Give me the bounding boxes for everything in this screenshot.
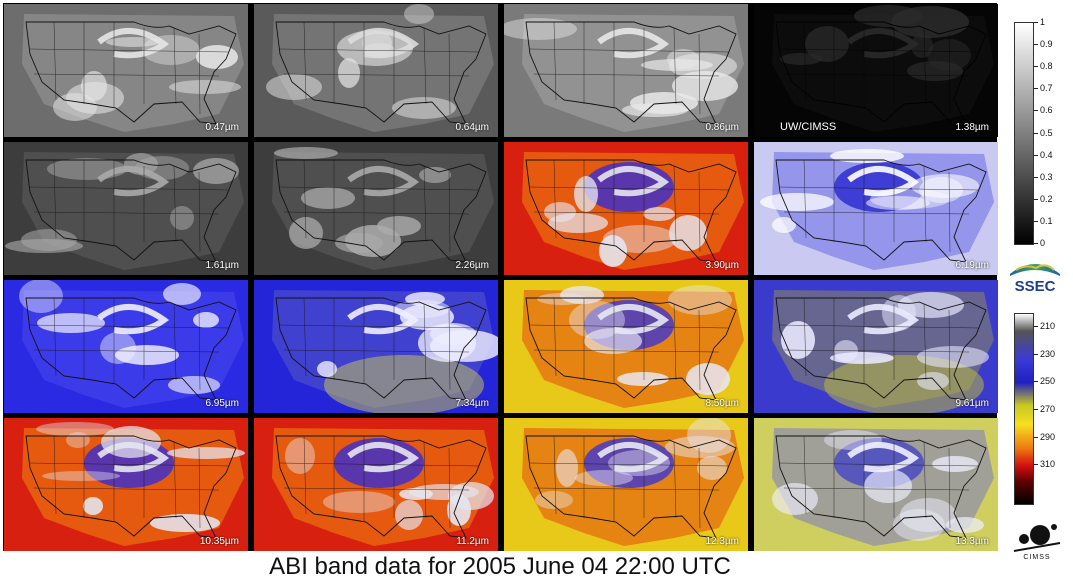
band-wavelength-label: 13.3µm	[955, 536, 989, 547]
colorbar-tick-label: 250	[1040, 376, 1056, 387]
band-panel: 10.35µm	[4, 418, 248, 551]
band-image-grid: 0.47µm 0.64µm 0.86µm 1.38µm UW/CIMSS	[3, 3, 998, 551]
band-wavelength-label: 9.61µm	[955, 398, 989, 409]
colorbar-tick-mark	[1034, 243, 1038, 244]
colorbar-tick-label: 0.6	[1040, 105, 1053, 116]
band-wavelength-label: 11.2µm	[456, 536, 489, 547]
colorbar-tick-label: 290	[1040, 431, 1056, 442]
image-caption: ABI band data for 2005 June 04 22:00 UTC	[269, 553, 731, 580]
colorbar-tick-mark	[1034, 176, 1038, 178]
band-wavelength-label: 2.26µm	[455, 260, 489, 271]
colorbar-tick-mark	[1034, 132, 1038, 134]
colorbar-tick-mark	[1034, 198, 1038, 200]
band-wavelength-label: 1.38µm	[955, 122, 989, 133]
band-panel: 1.61µm	[4, 142, 248, 275]
colorbar-tick-label: 310	[1040, 459, 1056, 469]
colorbar-tick-mark	[1034, 436, 1038, 438]
colorbar-tick-mark	[1034, 220, 1038, 222]
colorbar-tick-label: 1	[1040, 17, 1046, 27]
band-panel: 6.19µm	[754, 142, 998, 275]
band-panel: 2.26µm	[254, 142, 498, 275]
band-panel: 3.90µm	[504, 142, 748, 275]
colorbar-tick-label: 230	[1040, 348, 1056, 359]
colorbar-tick-label: 0	[1040, 238, 1046, 248]
band-wavelength-label: 1.61µm	[205, 260, 239, 271]
band-wavelength-label: 6.95µm	[205, 398, 239, 409]
colorbar-tick-label: 0.4	[1040, 149, 1053, 160]
band-panel: 9.61µm	[754, 280, 998, 413]
credit-label: UW/CIMSS	[780, 121, 837, 133]
band-panel: 12.3µm	[504, 418, 748, 551]
svg-text:SSEC: SSEC	[1015, 278, 1056, 295]
band-panel: 8.50µm	[504, 280, 748, 413]
band-panel: 11.2µm	[254, 418, 498, 551]
colorbar-tick-label: 210	[1040, 321, 1056, 332]
colorbar-tick-mark	[1034, 326, 1038, 328]
colorbar-tick-label: 0.3	[1040, 171, 1053, 182]
band-wavelength-label: 0.47µm	[205, 122, 239, 133]
colorbar-tick-label: 0.5	[1040, 127, 1053, 138]
band-panel: 6.95µm	[4, 280, 248, 413]
colorbar-tick-label: 270	[1040, 403, 1056, 414]
band-panel: 0.47µm	[4, 4, 248, 137]
band-panel: 1.38µm UW/CIMSS	[754, 4, 998, 137]
band-panel: 0.64µm	[254, 4, 498, 137]
colorbar-tick-mark	[1034, 88, 1038, 90]
colorbar-tick-label: 0.2	[1040, 193, 1053, 204]
colorbar-tick-mark	[1034, 22, 1038, 23]
colorbar-tick-mark	[1034, 110, 1038, 112]
band-wavelength-label: 3.90µm	[705, 260, 739, 271]
cimss-logo: CIMSS	[1010, 517, 1064, 561]
brightness-temperature-colorbar	[1014, 313, 1034, 505]
colorbar-tick-mark	[1034, 353, 1038, 355]
band-wavelength-label: 6.19µm	[955, 260, 989, 271]
colorbar-tick-label: 0.8	[1040, 61, 1053, 72]
band-wavelength-label: 12.3µm	[705, 536, 739, 547]
band-wavelength-label: 8.50µm	[705, 398, 739, 409]
band-panel: 7.34µm	[254, 280, 498, 413]
band-panel: 0.86µm	[504, 4, 748, 137]
colorbar-tick-mark	[1034, 154, 1038, 156]
svg-text:CIMSS: CIMSS	[1023, 554, 1050, 561]
band-wavelength-label: 10.35µm	[199, 536, 239, 547]
colorbar-tick-label: 0.7	[1040, 83, 1053, 94]
band-wavelength-label: 0.86µm	[705, 122, 739, 133]
colorbar-tick-mark	[1034, 408, 1038, 410]
colorbar-tick-label: 0.1	[1040, 215, 1053, 226]
band-panel: 13.3µm	[754, 418, 998, 551]
colorbar-tick-mark	[1034, 464, 1038, 465]
band-wavelength-label: 7.34µm	[455, 398, 489, 409]
colorbar-tick-mark	[1034, 66, 1038, 68]
colorbar-tick-mark	[1034, 381, 1038, 383]
ssec-logo: SSEC	[1006, 254, 1064, 298]
colorbar-tick-label: 0.9	[1040, 39, 1053, 50]
colorbar-tick-mark	[1034, 44, 1038, 46]
reflectance-colorbar	[1014, 22, 1034, 245]
band-wavelength-label: 0.64µm	[455, 122, 489, 133]
